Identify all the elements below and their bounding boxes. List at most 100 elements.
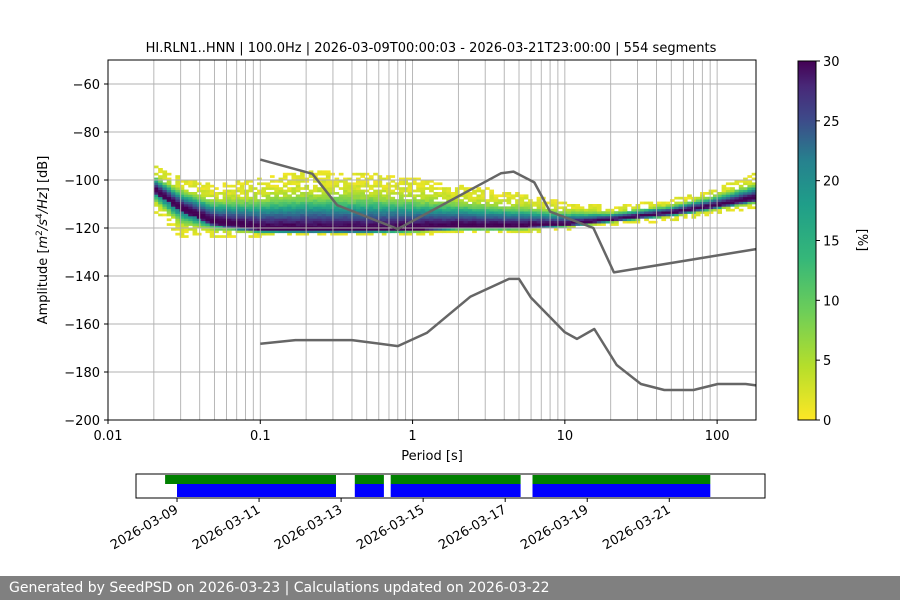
heatmap-cell	[528, 225, 533, 229]
timeline-tick-label: 2026-03-15	[354, 502, 427, 553]
heatmap-cell	[394, 225, 400, 229]
heatmap-cell	[325, 204, 331, 207]
heatmap-cell	[175, 225, 181, 229]
heatmap-cell	[291, 220, 297, 224]
heatmap-cell	[312, 180, 318, 183]
heatmap-cell	[171, 228, 176, 231]
heatmap-cell	[459, 216, 464, 219]
heatmap-cell	[497, 211, 503, 214]
heatmap-cell	[257, 228, 262, 231]
heatmap-cell	[321, 218, 327, 222]
heatmap-cell	[153, 196, 159, 200]
heatmap-cell	[644, 201, 649, 205]
heatmap-cell	[308, 204, 314, 207]
heatmap-cell	[209, 184, 215, 188]
heatmap-cell	[734, 180, 740, 183]
heatmap-cell	[355, 216, 361, 219]
heatmap-cell	[248, 235, 254, 238]
heatmap-cell	[179, 211, 185, 214]
heatmap-cell	[304, 228, 310, 231]
heatmap-cell	[712, 206, 718, 210]
heatmap-cell	[312, 213, 318, 217]
heatmap-cell	[239, 192, 245, 195]
heatmap-cell	[351, 213, 357, 217]
heatmap-cell	[265, 196, 271, 200]
heatmap-cell	[695, 206, 701, 210]
heatmap-cell	[373, 206, 378, 210]
heatmap-cell	[390, 228, 396, 231]
heatmap-cell	[201, 192, 206, 195]
heatmap-cell	[373, 228, 378, 231]
heatmap-cell	[338, 187, 344, 190]
heatmap-cell	[214, 235, 219, 238]
heatmap-cell	[678, 211, 684, 214]
heatmap-cell	[583, 213, 589, 217]
heatmap-cell	[308, 196, 314, 200]
heatmap-cell	[558, 206, 563, 210]
heatmap-cell	[248, 228, 254, 231]
heatmap-cell	[704, 201, 710, 205]
heatmap-cell	[205, 218, 211, 222]
heatmap-cell	[588, 213, 593, 217]
heatmap-cell	[209, 218, 215, 222]
heatmap-cell	[274, 228, 279, 231]
heatmap-cell	[239, 223, 245, 226]
heatmap-cell	[738, 187, 744, 190]
heatmap-cell	[261, 220, 267, 224]
heatmap-cell	[747, 175, 753, 178]
heatmap-cell	[730, 187, 735, 190]
heatmap-cell	[592, 204, 598, 207]
heatmap-cell	[244, 216, 249, 219]
heatmap-cell	[510, 208, 516, 212]
heatmap-cell	[588, 206, 593, 210]
heatmap-cell	[377, 225, 383, 229]
heatmap-cell	[394, 199, 400, 202]
heatmap-cell	[175, 192, 181, 195]
heatmap-cell	[321, 170, 327, 174]
heatmap-cell	[265, 230, 271, 234]
heatmap-cell	[201, 189, 206, 193]
heatmap-cell	[205, 211, 211, 214]
heatmap-cell	[300, 187, 305, 190]
heatmap-cell	[386, 177, 391, 181]
heatmap-cell	[553, 216, 559, 219]
heatmap-cell	[472, 218, 477, 222]
heatmap-cell	[472, 201, 477, 205]
heatmap-cell	[192, 216, 198, 219]
heatmap-cell	[669, 208, 675, 212]
heatmap-cell	[631, 211, 636, 214]
heatmap-cell	[652, 206, 658, 210]
heatmap-cell	[725, 182, 731, 186]
heatmap-cell	[394, 213, 400, 217]
heatmap-cell	[274, 192, 279, 195]
heatmap-cell	[519, 225, 525, 229]
heatmap-cell	[300, 172, 305, 176]
heatmap-cell	[248, 225, 254, 229]
heatmap-cell	[334, 230, 340, 234]
heatmap-cell	[171, 204, 176, 207]
heatmap-cell	[747, 182, 753, 186]
x-tick-label: 100	[705, 429, 730, 444]
heatmap-cell	[287, 196, 292, 200]
heatmap-cell	[222, 213, 228, 217]
heatmap-cell	[274, 225, 279, 229]
heatmap-cell	[429, 211, 434, 214]
heatmap-cell	[209, 220, 215, 224]
heatmap-cell	[704, 196, 710, 200]
heatmap-cell	[571, 225, 576, 229]
heatmap-cell	[450, 206, 456, 210]
heatmap-cell	[274, 201, 279, 205]
heatmap-cell	[347, 206, 353, 210]
heatmap-cell	[721, 194, 727, 198]
heatmap-cell	[291, 199, 297, 202]
heatmap-cell	[300, 228, 305, 231]
heatmap-cell	[532, 223, 538, 226]
heatmap-cell	[571, 208, 576, 212]
heatmap-cell	[407, 187, 413, 190]
heatmap-cell	[661, 216, 667, 219]
heatmap-cell	[287, 223, 292, 226]
heatmap-cell	[343, 201, 348, 205]
heatmap-cell	[209, 228, 215, 231]
heatmap-cell	[338, 216, 344, 219]
